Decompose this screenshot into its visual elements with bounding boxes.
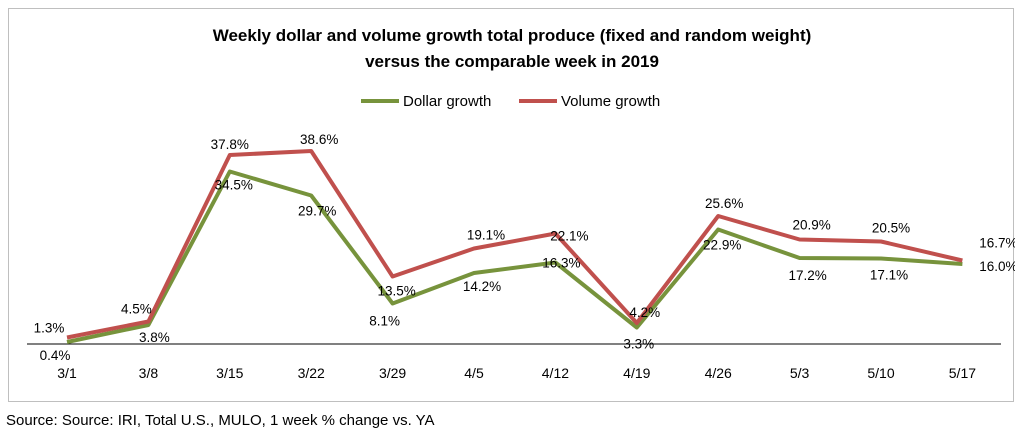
volume-data-label: 25.6% [705,196,743,211]
volume-data-label: 37.8% [211,137,249,152]
volume-data-label: 1.3% [34,321,65,336]
x-tick-label: 4/19 [623,365,650,381]
dollar-data-label: 3.3% [623,337,654,352]
x-tick-label: 4/12 [542,365,569,381]
legend-label-volume: Volume growth [561,93,660,110]
dollar-data-label: 16.3% [542,256,580,271]
x-tick-label: 4/5 [464,365,484,381]
dollar-data-label: 34.5% [215,178,253,193]
dollar-data-label: 17.2% [788,268,826,283]
dollar-data-label: 22.9% [703,238,741,253]
dollar-data-label: 0.4% [40,348,71,363]
volume-data-label: 16.7% [979,236,1015,251]
chart-legend: Dollar growth Volume growth [361,93,660,110]
x-tick-label: 5/10 [867,365,894,381]
dollar-data-label: 16.0% [979,259,1015,274]
x-tick-label: 5/17 [949,365,976,381]
legend-label-dollar: Dollar growth [403,93,491,110]
volume-data-label: 4.2% [629,305,660,320]
volume-growth-line [66,149,963,340]
volume-data-label: 22.1% [550,229,588,244]
volume-data-label: 38.6% [300,132,338,147]
volume-data-label: 4.5% [121,302,152,317]
dollar-data-label: 14.2% [463,279,501,294]
x-tick-label: 3/15 [216,365,243,381]
dollar-growth-line [66,169,963,344]
x-tick-label: 3/22 [298,365,325,381]
volume-data-label: 20.9% [792,218,830,233]
x-tick-label: 3/8 [139,365,159,381]
x-tick-label: 4/26 [705,365,732,381]
x-tick-label: 3/29 [379,365,406,381]
dollar-data-label: 8.1% [369,314,400,329]
line-chart: Weekly dollar and volume growth total pr… [27,26,1015,381]
chart-title-line-2: versus the comparable week in 2019 [365,52,659,71]
dollar-data-label: 17.1% [870,268,908,283]
x-axis-ticks: 3/1 3/8 3/15 3/22 3/29 4/5 4/12 4/19 4/26 5/3 5/10… [57,365,976,381]
series-lines [66,149,963,344]
data-labels: 0.4% 3.8% 34.5% 29.7% 8.1% 14.2% 16.3% 3.3% 22.9… [34,132,1015,363]
volume-data-label: 20.5% [872,221,910,236]
source-note: Source: Source: IRI, Total U.S., MULO, 1… [6,412,435,429]
chart-title-line-1: Weekly dollar and volume growth total pr… [213,26,812,45]
dollar-data-label: 29.7% [298,204,336,219]
chart-frame: Weekly dollar and volume growth total pr… [8,8,1015,402]
volume-data-label: 19.1% [467,228,505,243]
dollar-data-label: 3.8% [139,330,170,345]
volume-data-label: 13.5% [377,284,415,299]
x-tick-label: 3/1 [57,365,77,381]
x-tick-label: 5/3 [790,365,810,381]
